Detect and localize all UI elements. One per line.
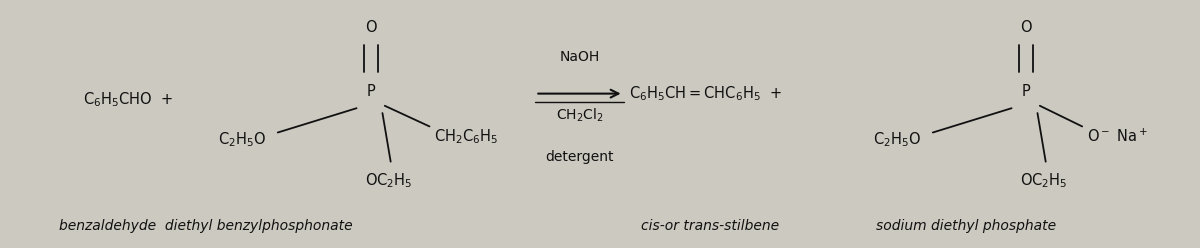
Text: C$_2$H$_5$O: C$_2$H$_5$O [218,130,266,149]
Text: C$_6$H$_5$CH$=$CHC$_6$H$_5$  +: C$_6$H$_5$CH$=$CHC$_6$H$_5$ + [629,84,782,103]
Text: CH$_2$C$_6$H$_5$: CH$_2$C$_6$H$_5$ [434,127,499,146]
Text: benzaldehyde  diethyl benzylphosphonate: benzaldehyde diethyl benzylphosphonate [59,219,353,233]
Text: OC$_2$H$_5$: OC$_2$H$_5$ [1020,172,1067,190]
Text: P: P [366,84,376,99]
Text: C$_6$H$_5$CHO  +: C$_6$H$_5$CHO + [83,90,173,109]
Text: O: O [365,21,377,35]
Text: C$_2$H$_5$O: C$_2$H$_5$O [872,130,922,149]
Text: O: O [1020,21,1032,35]
Text: sodium diethyl phosphate: sodium diethyl phosphate [876,219,1056,233]
Text: OC$_2$H$_5$: OC$_2$H$_5$ [365,172,412,190]
Text: P: P [1021,84,1030,99]
Text: O$^-$ Na$^+$: O$^-$ Na$^+$ [1087,127,1147,145]
Text: CH$_2$Cl$_2$: CH$_2$Cl$_2$ [556,107,604,124]
Text: cis-or trans-stilbene: cis-or trans-stilbene [641,219,779,233]
Text: NaOH: NaOH [559,50,600,64]
Text: detergent: detergent [545,150,613,164]
